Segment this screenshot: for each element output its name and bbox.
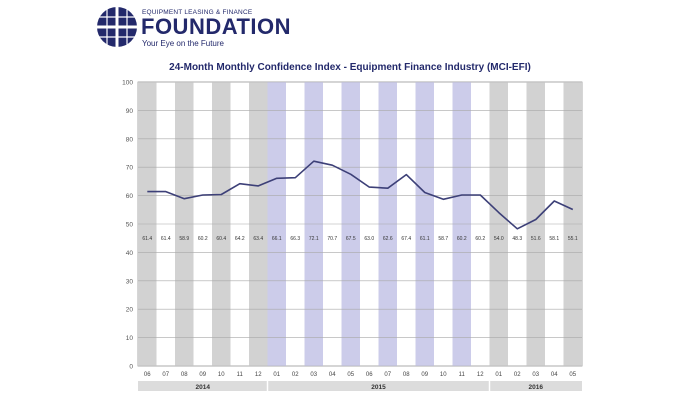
x-tick-label: 03 xyxy=(532,372,539,378)
data-label: 48.3 xyxy=(512,236,522,242)
y-tick-label: 30 xyxy=(126,278,134,285)
data-label: 58.1 xyxy=(549,236,559,242)
y-tick-label: 90 xyxy=(126,108,134,115)
x-tick-label: 05 xyxy=(347,372,354,378)
data-label: 67.4 xyxy=(401,236,411,242)
y-tick-label: 60 xyxy=(126,193,134,200)
series-line xyxy=(147,160,574,230)
foundation-logo: EQUIPMENT LEASING & FINANCE FOUNDATION Y… xyxy=(96,6,296,50)
x-tick-label: 09 xyxy=(199,372,206,378)
data-label: 66.1 xyxy=(272,236,282,242)
x-tick-label: 04 xyxy=(551,372,558,378)
year-label: 2015 xyxy=(371,384,386,391)
x-tick-label: 04 xyxy=(329,372,336,378)
data-label: 61.1 xyxy=(420,236,430,242)
data-label: 60.2 xyxy=(457,236,467,242)
globe-grid-icon xyxy=(97,7,137,47)
x-tick-label: 08 xyxy=(403,372,410,378)
x-tick-label: 11 xyxy=(237,372,244,378)
x-tick-label: 11 xyxy=(459,372,466,378)
data-label: 66.3 xyxy=(290,236,300,242)
logo-name: FOUNDATION xyxy=(141,14,292,39)
y-tick-label: 80 xyxy=(126,136,134,143)
y-tick-label: 20 xyxy=(126,307,134,314)
data-label: 67.5 xyxy=(346,236,356,242)
x-tick-label: 02 xyxy=(514,372,521,378)
x-tick-label: 12 xyxy=(477,372,484,378)
data-label: 60.2 xyxy=(198,236,208,242)
data-label: 55.1 xyxy=(568,236,578,242)
x-tick-label: 10 xyxy=(218,372,225,378)
x-tick-label: 06 xyxy=(144,372,151,378)
data-label: 63.4 xyxy=(253,236,263,242)
x-tick-label: 10 xyxy=(440,372,447,378)
x-tick-label: 08 xyxy=(181,372,188,378)
year-label: 2014 xyxy=(196,384,211,391)
x-tick-label: 07 xyxy=(162,372,169,378)
data-label: 61.4 xyxy=(161,236,171,242)
y-tick-label: 10 xyxy=(126,335,134,342)
data-label: 70.7 xyxy=(327,236,337,242)
data-label: 72.1 xyxy=(309,236,319,242)
x-tick-label: 09 xyxy=(421,372,428,378)
x-tick-label: 01 xyxy=(495,372,502,378)
data-label: 54.0 xyxy=(494,236,504,242)
x-tick-label: 05 xyxy=(569,372,576,378)
data-label: 58.9 xyxy=(179,236,189,242)
data-label: 62.6 xyxy=(383,236,393,242)
y-tick-label: 70 xyxy=(126,165,134,172)
data-label: 60.4 xyxy=(216,236,226,242)
year-band xyxy=(138,381,582,391)
y-tick-label: 0 xyxy=(129,364,133,371)
logo-tagline: Your Eye on the Future xyxy=(142,39,224,48)
data-label: 61.4 xyxy=(142,236,152,242)
y-tick-label: 50 xyxy=(126,222,134,229)
y-tick-label: 100 xyxy=(122,80,133,87)
x-tick-label: 03 xyxy=(310,372,317,378)
data-label: 60.2 xyxy=(475,236,485,242)
logo-small-text: EQUIPMENT LEASING & FINANCE xyxy=(142,9,253,16)
data-label: 58.7 xyxy=(438,236,448,242)
x-tick-label: 06 xyxy=(366,372,373,378)
data-label: 63.0 xyxy=(364,236,374,242)
data-label: 51.6 xyxy=(531,236,541,242)
y-tick-label: 40 xyxy=(126,250,134,257)
x-tick-label: 07 xyxy=(384,372,391,378)
x-tick-label: 12 xyxy=(255,372,262,378)
chart-title: 24-Month Monthly Confidence Index - Equi… xyxy=(169,62,531,73)
x-tick-label: 02 xyxy=(292,372,299,378)
data-label: 64.2 xyxy=(235,236,245,242)
year-label: 2016 xyxy=(529,384,544,391)
x-tick-label: 01 xyxy=(273,372,280,378)
